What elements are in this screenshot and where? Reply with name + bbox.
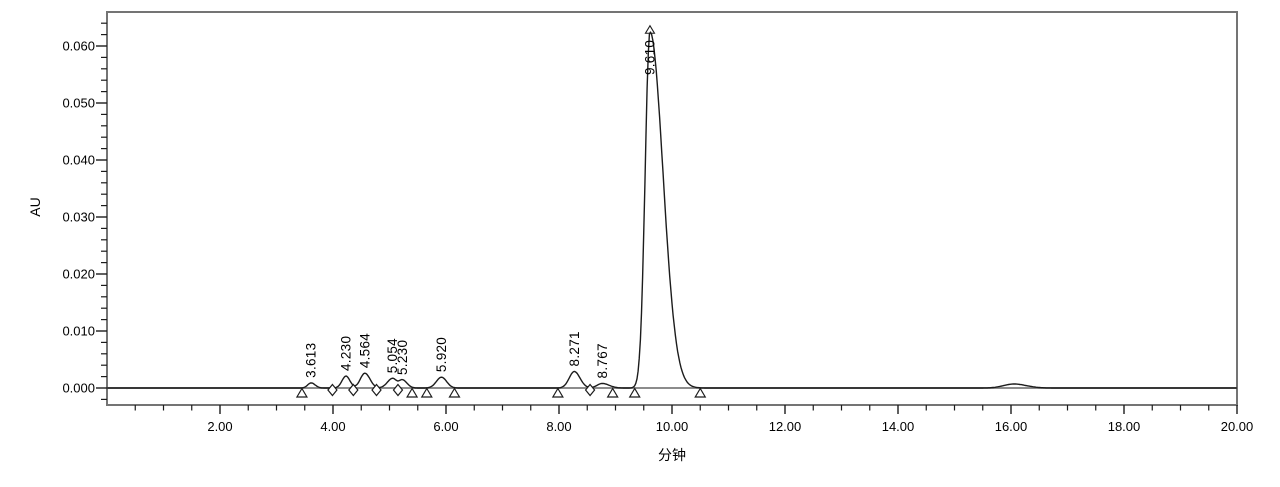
peak-boundary-triangle-marker xyxy=(448,387,461,398)
x-tick-label: 6.00 xyxy=(433,419,458,434)
axes: 0.000 0.010 0.020 0.030 0.040 0.050 0.060 2.00 4… xyxy=(62,11,1254,434)
x-tick-label: 14.00 xyxy=(882,419,915,434)
signal-trace xyxy=(107,31,1237,389)
x-tick-label: 8.00 xyxy=(546,419,571,434)
valley-diamond-marker xyxy=(371,383,382,397)
chromatogram-curve xyxy=(107,31,1237,389)
valley-diamond-marker xyxy=(392,383,404,397)
valley-diamond-marker xyxy=(348,383,359,397)
x-tick-label: 10.00 xyxy=(656,419,689,434)
x-tick-label: 4.00 xyxy=(320,419,345,434)
peak-retention-time-label: 5.920 xyxy=(434,337,449,372)
peak-boundary-triangle-marker xyxy=(551,387,564,398)
apex-triangle-marker xyxy=(644,24,656,34)
integration-markers xyxy=(295,24,707,398)
x-tick-label: 12.00 xyxy=(769,419,802,434)
peak-retention-time-label: 5.054 xyxy=(385,338,400,373)
y-tick-label: 0.010 xyxy=(62,324,95,339)
peak-boundary-triangle-marker xyxy=(420,387,433,398)
y-tick-label: 0.030 xyxy=(62,210,95,225)
x-tick-label: 2.00 xyxy=(207,419,232,434)
y-tick-label: 0.060 xyxy=(62,39,95,54)
peak-boundary-triangle-marker xyxy=(406,387,419,398)
x-tick-label: 18.00 xyxy=(1108,419,1141,434)
peak-retention-time-label: 8.767 xyxy=(595,343,610,378)
valley-diamond-marker xyxy=(327,383,338,397)
peak-retention-time-label: 8.271 xyxy=(567,331,582,366)
x-tick-label: 16.00 xyxy=(995,419,1028,434)
peak-retention-time-label: 9.610 xyxy=(642,40,657,75)
x-axis-title: 分钟 xyxy=(658,447,686,463)
valley-diamond-marker xyxy=(584,383,596,397)
peak-retention-time-label: 5.230 xyxy=(395,340,410,375)
x-tick-label: 20.00 xyxy=(1221,419,1254,434)
y-tick-label: 0.050 xyxy=(62,96,95,111)
peak-retention-time-label: 4.230 xyxy=(338,336,353,371)
peak-boundary-triangle-marker xyxy=(295,387,308,398)
y-tick-label: 0.020 xyxy=(62,267,95,282)
peak-retention-time-label: 4.564 xyxy=(357,333,372,368)
peak-boundary-triangle-marker xyxy=(694,387,707,398)
y-axis-title: AU xyxy=(27,197,43,216)
peak-boundary-triangle-marker xyxy=(628,387,641,398)
y-tick-label: 0.000 xyxy=(62,381,95,396)
peak-retention-time-label: 3.613 xyxy=(304,343,319,378)
y-tick-label: 0.040 xyxy=(62,153,95,168)
peak-boundary-triangle-marker xyxy=(606,387,619,398)
